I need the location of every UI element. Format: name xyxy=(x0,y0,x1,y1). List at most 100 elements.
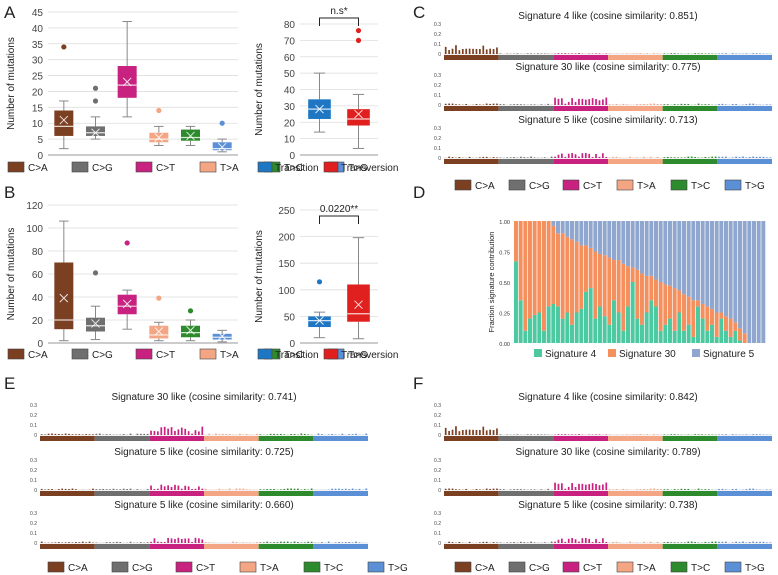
bar-signature-30 xyxy=(700,303,705,319)
outlier-point xyxy=(156,107,162,114)
box-transition xyxy=(308,72,331,133)
signature-bar xyxy=(245,434,248,435)
bar-signature-5 xyxy=(738,221,742,329)
signature-bar xyxy=(276,542,279,543)
signature-bar xyxy=(273,489,275,490)
bar-signature-5 xyxy=(663,221,668,285)
signature-bar xyxy=(448,488,450,490)
bar-signature-4 xyxy=(556,306,560,343)
legend-swatch xyxy=(608,349,616,357)
signature-bar xyxy=(68,489,70,490)
outlier-point xyxy=(187,308,194,314)
legend-item-t-a: T>A xyxy=(239,561,279,574)
outlier-point xyxy=(219,120,225,126)
signature-bar xyxy=(112,542,115,543)
signature-bar xyxy=(119,542,122,543)
signature-bar xyxy=(605,156,608,158)
signature-bar xyxy=(242,542,245,543)
signature-bar xyxy=(745,104,748,105)
signature-bar xyxy=(259,542,262,543)
context-strip-t-a xyxy=(608,159,663,164)
box-body xyxy=(181,325,200,338)
legend-swatch xyxy=(534,349,542,357)
signature-bar xyxy=(492,49,495,54)
legend-item-c-a: C>A xyxy=(7,348,48,361)
signature-bar xyxy=(40,488,43,490)
bar-signature-4 xyxy=(565,312,570,343)
signature-bar xyxy=(677,157,679,158)
signature-bar xyxy=(694,53,696,54)
signature-bar xyxy=(755,156,758,158)
signature-bar xyxy=(303,489,306,490)
signature-bar xyxy=(95,433,98,435)
bar-signature-4 xyxy=(574,312,579,343)
signature-bar xyxy=(153,538,156,543)
signature-bar xyxy=(448,156,450,158)
bar-signature-4 xyxy=(621,330,626,343)
y-tick-label: 0.2 xyxy=(30,468,37,474)
signature-bar xyxy=(721,156,724,158)
legend-item-c-g: C>G xyxy=(508,561,550,574)
signature-bar xyxy=(170,486,173,490)
bar-signature-4 xyxy=(686,324,691,343)
y-tick-label: 0 xyxy=(34,541,37,547)
signature-bar xyxy=(160,541,163,543)
signature-bar xyxy=(187,538,190,543)
legend-label: T>A xyxy=(637,181,656,192)
signature-bar xyxy=(653,434,655,435)
signature-bar xyxy=(564,541,567,543)
legend-item-transition: Transition xyxy=(257,161,319,174)
signature-bar xyxy=(673,53,676,54)
y-tick-label: 0 xyxy=(438,541,441,547)
context-strip-c-g xyxy=(94,544,150,549)
signature-bar xyxy=(458,50,461,54)
bar-signature-5 xyxy=(598,221,602,254)
signature-bar xyxy=(520,156,522,158)
bar-signature-30 xyxy=(579,245,584,309)
signature-bar xyxy=(714,541,717,543)
signature-bar xyxy=(228,488,231,490)
bar-signature-5 xyxy=(654,221,658,280)
panel-b-right-boxplot: 0 50 100 150 200 250 Number of mutations 0.0220… xyxy=(254,204,378,350)
y-axis-label: Number of mutations xyxy=(6,37,17,130)
signature-bar xyxy=(656,541,659,543)
signature-bar xyxy=(697,53,700,54)
signature-bar xyxy=(64,542,67,543)
signature-bar xyxy=(51,489,53,490)
signature-bar xyxy=(615,156,618,158)
signature-bar xyxy=(725,434,727,435)
signature-bar xyxy=(489,48,491,54)
signature-bar xyxy=(643,541,645,543)
mean-marker xyxy=(354,109,363,119)
signature-bar xyxy=(595,53,597,54)
bar-signature-30 xyxy=(518,221,523,301)
signature-bar xyxy=(588,99,591,105)
signature-bar xyxy=(571,538,573,543)
signature-bar xyxy=(468,48,471,54)
signature-bar xyxy=(516,434,519,435)
signature-bar xyxy=(533,104,536,105)
signature-bar xyxy=(666,104,669,105)
bar-signature-30 xyxy=(588,247,593,289)
signature-bar xyxy=(697,434,700,435)
bar-signature-30 xyxy=(742,333,747,343)
bar-signature-5 xyxy=(574,221,579,242)
legend-item-c-t: C>T xyxy=(135,161,175,174)
signature-bar xyxy=(663,104,666,105)
y-tick-label: 0.3 xyxy=(434,403,441,409)
panel-b-left-boxplot: 0 20 40 60 80 100 120 Number of mutations xyxy=(6,201,238,350)
y-tick-label: 0.75 xyxy=(499,251,510,257)
signature-bar xyxy=(465,103,468,105)
signature-bar xyxy=(64,488,67,490)
y-tick-label: 0.3 xyxy=(434,22,441,28)
bar-signature-30 xyxy=(546,221,551,307)
box-c-a xyxy=(54,44,74,150)
bar-signature-5 xyxy=(719,221,724,313)
signature-title: Signature 30 like (cosine similarity: 0.… xyxy=(515,62,700,73)
y-tick-label: 150 xyxy=(278,259,295,270)
legend-label: T>A xyxy=(220,350,239,361)
signature-bar xyxy=(643,156,645,158)
legend-swatch xyxy=(616,561,634,573)
signature-bar xyxy=(666,489,669,490)
legend-label: C>A xyxy=(68,563,88,574)
